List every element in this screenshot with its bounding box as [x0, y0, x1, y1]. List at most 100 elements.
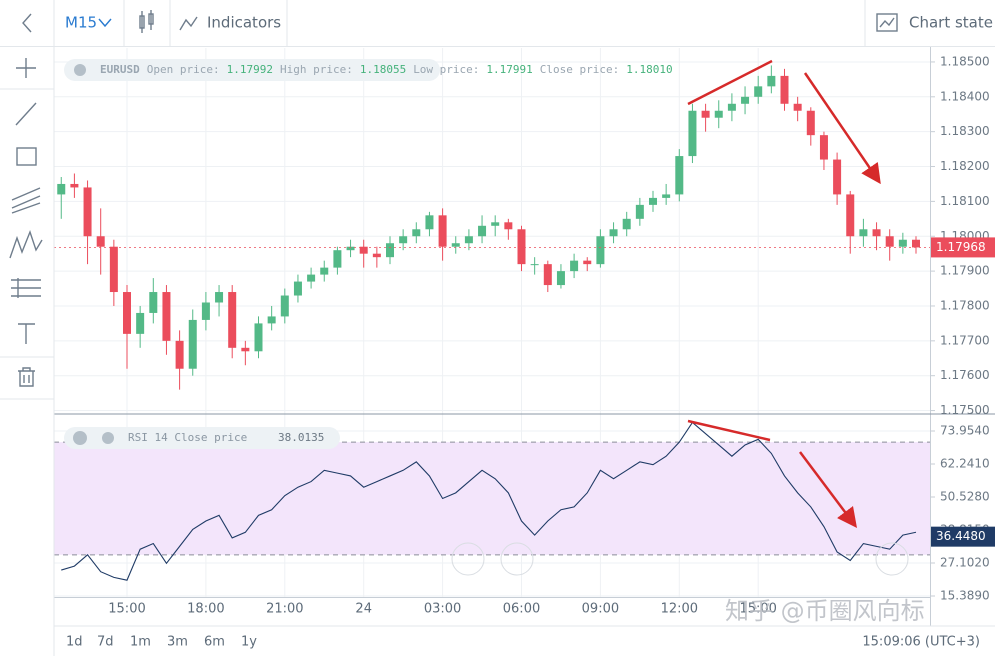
x-tick-label: 09:00 [582, 602, 619, 617]
y-tick-label: 1.17600 [940, 368, 990, 382]
toolbar-bg [0, 0, 995, 46]
period-button[interactable]: 1y [241, 635, 257, 650]
indicators-button[interactable]: Indicators [207, 14, 281, 32]
y-tick-label: 27.1020 [940, 555, 990, 569]
candle-body [806, 110, 815, 136]
delete-tool[interactable] [18, 367, 35, 387]
candle-body [70, 183, 79, 188]
period-button[interactable]: 3m [167, 635, 188, 650]
nav-button[interactable] [500, 542, 534, 576]
candle-body [491, 222, 500, 226]
x-tick-label: 24 [355, 602, 372, 617]
candle-body [228, 292, 237, 348]
period-button[interactable]: 7d [97, 635, 114, 650]
y-tick-label: 15.3890 [940, 588, 990, 602]
settings-icon[interactable] [74, 64, 86, 76]
rsi-band [54, 442, 930, 555]
candle-body [596, 236, 605, 265]
candle-body [898, 239, 907, 247]
candle-body [833, 159, 842, 195]
last-price-label: 1.17968 [936, 240, 986, 254]
candle-body [872, 229, 881, 237]
candle-body [320, 267, 329, 275]
candle-body [215, 292, 224, 303]
candle-body [188, 319, 197, 369]
candle-body [741, 96, 750, 104]
chart-state-button[interactable]: Chart state [909, 14, 993, 32]
candle-body [767, 75, 776, 87]
back-button[interactable] [22, 13, 32, 33]
period-button[interactable]: 1m [130, 635, 151, 650]
candle-body [293, 281, 302, 296]
x-tick-label: 12:00 [661, 602, 698, 617]
chart-type-button[interactable] [139, 10, 154, 33]
indicators-icon [179, 16, 198, 31]
y-tick-label: 1.17900 [940, 264, 990, 278]
candle-body [478, 225, 487, 237]
left-toolbar [0, 46, 55, 656]
info-label: Low price: [413, 63, 479, 76]
candle-body [162, 292, 171, 341]
clock: 15:09:06 (UTC+3) [862, 635, 980, 650]
candle-body [307, 274, 316, 282]
timeframe[interactable]: M15 [65, 14, 97, 32]
last-price-tag [931, 237, 995, 258]
candle-body [57, 183, 66, 195]
trend-line [687, 59, 773, 106]
x-tick-label: 18:00 [187, 602, 224, 617]
text-tool[interactable] [18, 323, 35, 344]
settings-icon[interactable] [102, 432, 114, 444]
bottom-bar: 1d 7d 1m 3m 6m 1y 15:09:06 (UTC+3) [54, 625, 995, 650]
indicator-title: RSI 14 Close price [128, 431, 247, 444]
info-label: High price: [280, 63, 353, 76]
candle-body [201, 302, 210, 320]
y-tick-label: 1.18200 [940, 159, 990, 173]
info-value: 1.17991 [486, 63, 532, 76]
indicator-box [64, 427, 340, 449]
candle-body [754, 86, 763, 97]
candle-body [714, 110, 723, 118]
y-tick-label: 1.18400 [940, 89, 990, 103]
crosshair-tool[interactable] [16, 58, 36, 78]
fib-tool[interactable] [11, 278, 41, 298]
candle-body [464, 236, 473, 244]
channel-tool[interactable] [11, 187, 41, 214]
candle-body [83, 187, 92, 237]
candle-body [109, 246, 118, 293]
candle-body [885, 236, 894, 247]
period-button[interactable]: 6m [204, 635, 225, 650]
trend-arrow [803, 72, 881, 185]
candle-body [530, 264, 539, 266]
close-icon[interactable] [73, 431, 87, 445]
plots: 1.17500 1.17600 1.17700 1.17800 1.17900 1.180… [54, 46, 995, 626]
rectangle-tool[interactable] [16, 147, 37, 166]
y-tick-label: 1.18100 [940, 194, 990, 208]
candle-body [372, 253, 381, 258]
info-value: 1.17992 [227, 63, 273, 76]
x-tick-label: 03:00 [424, 602, 461, 617]
nav-button[interactable] [451, 542, 485, 576]
candle-body [241, 347, 250, 352]
candle-body [333, 250, 342, 268]
y-tick-label: 1.17800 [940, 298, 990, 312]
candle-body [780, 75, 789, 104]
line-tool[interactable] [15, 102, 37, 126]
candle-body [622, 218, 631, 230]
candle-body [912, 239, 920, 248]
candle-body [688, 110, 697, 157]
y-tick-label: 1.18500 [940, 54, 990, 68]
candle-body [517, 229, 526, 265]
y-tick-label: 62.2410 [940, 456, 990, 470]
y-tick-label: 50.5280 [940, 489, 990, 503]
period-button[interactable]: 1d [66, 635, 83, 650]
trend-arrow [799, 451, 857, 528]
y-tick-label: 1.17500 [940, 403, 990, 417]
candle-body [386, 243, 394, 258]
chart-state-icon [876, 13, 898, 32]
candle-body [346, 246, 355, 251]
candle-body [609, 229, 618, 237]
pattern-tool[interactable] [9, 229, 43, 259]
candle-body [727, 103, 736, 111]
nav-button[interactable] [875, 542, 909, 576]
